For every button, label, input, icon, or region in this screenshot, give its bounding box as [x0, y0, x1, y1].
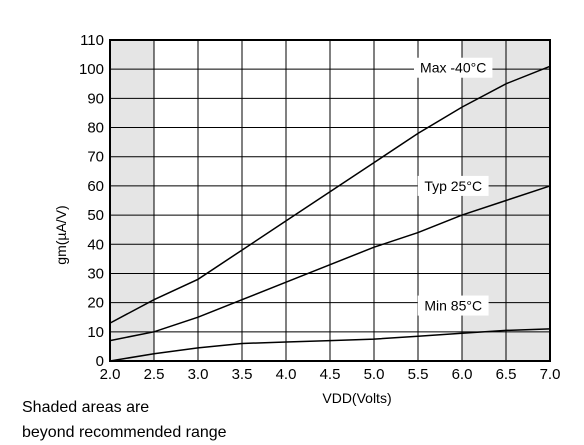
y-tick-label: 100 — [79, 61, 104, 78]
x-tick-label: 6.0 — [452, 366, 473, 383]
x-tick-label: 5.0 — [364, 366, 385, 383]
series-lines — [109, 65, 551, 362]
x-tick-label: 7.0 — [540, 366, 561, 383]
plot-border — [109, 39, 551, 362]
y-tick-label: 110 — [80, 32, 104, 49]
x-tick-label: 3.0 — [188, 366, 209, 383]
series-labels: Max -40°C Typ 25°C Min 85°C — [420, 60, 486, 314]
y-tick-label: 50 — [87, 207, 104, 224]
series-label-bg — [417, 175, 489, 196]
series-label-1: Typ 25°C — [424, 178, 482, 194]
y-tick-label: 0 — [96, 353, 104, 370]
shaded-region-0 — [110, 40, 154, 361]
y-axis-label: gm(µA/V) — [53, 205, 69, 264]
series-line-1 — [109, 185, 551, 342]
y-tick-label: 40 — [87, 236, 104, 253]
series-line-0 — [109, 65, 551, 324]
series-label-2: Min 85°C — [424, 298, 482, 314]
x-tick-label: 6.5 — [496, 366, 517, 383]
x-tick-label: 2.5 — [144, 366, 165, 383]
shaded-note-line-1: Shaded areas are — [22, 399, 149, 416]
y-tick-label: 20 — [87, 295, 104, 312]
series-label-0: Max -40°C — [420, 60, 486, 76]
y-tick-label: 30 — [87, 265, 104, 282]
y-tick-label: 70 — [87, 149, 104, 166]
y-tick-label: 90 — [87, 90, 104, 107]
x-tick-label: 5.5 — [408, 366, 429, 383]
y-tick-label: 80 — [87, 120, 104, 137]
series-label-bg — [417, 295, 489, 316]
series-label-backgrounds — [414, 57, 493, 316]
shaded-note-line-2: beyond recommended range — [22, 424, 227, 441]
y-tick-label: 10 — [87, 324, 104, 341]
y-tick-label: 60 — [87, 178, 104, 195]
x-tick-labels: 2.0 2.5 3.0 3.5 4.0 4.5 5.0 5.5 6.0 6.5 7.0 — [100, 366, 561, 383]
x-tick-label: 2.0 — [100, 366, 121, 383]
x-tick-label: 4.0 — [276, 366, 297, 383]
series-line-2 — [109, 328, 551, 362]
x-axis-label: VDD(Volts) — [322, 390, 391, 406]
x-tick-label: 4.5 — [320, 366, 341, 383]
y-tick-labels: 0 10 20 30 40 50 60 70 80 90 100 110 — [79, 32, 104, 370]
series-label-bg — [414, 57, 493, 78]
x-tick-label: 3.5 — [232, 366, 253, 383]
